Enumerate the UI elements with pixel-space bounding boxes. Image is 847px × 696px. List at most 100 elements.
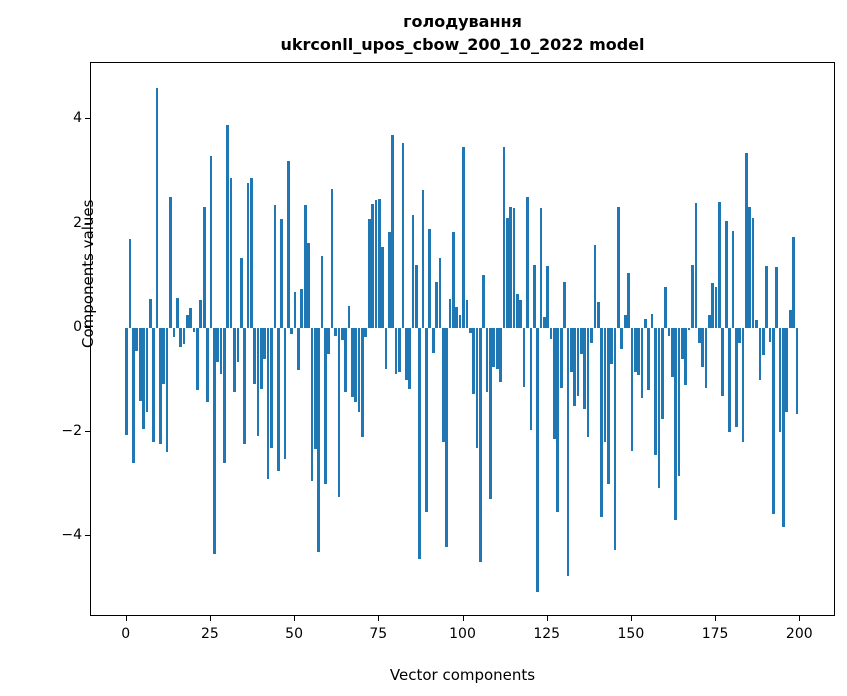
bar xyxy=(381,246,384,328)
y-tick-label: −2 xyxy=(61,423,82,439)
bar xyxy=(209,155,213,328)
bar xyxy=(637,327,640,375)
bar xyxy=(647,327,651,391)
bar xyxy=(327,327,331,354)
bar xyxy=(610,327,614,365)
bar xyxy=(199,300,203,328)
bar xyxy=(455,306,459,328)
bar xyxy=(748,206,752,328)
bar xyxy=(489,327,492,500)
x-tick-mark xyxy=(462,616,464,621)
bar xyxy=(522,327,526,388)
bar xyxy=(505,218,509,328)
bar xyxy=(196,327,199,391)
bar xyxy=(539,208,543,328)
bar xyxy=(502,146,506,328)
bar xyxy=(428,228,432,328)
bar xyxy=(438,258,442,328)
bar xyxy=(667,327,671,336)
bar xyxy=(431,327,435,353)
bar xyxy=(697,327,701,344)
bar xyxy=(340,327,344,341)
bar xyxy=(468,327,472,333)
x-tick-label: 125 xyxy=(533,626,561,642)
y-tick-mark xyxy=(85,535,90,537)
bar xyxy=(324,327,327,485)
x-tick-label: 175 xyxy=(701,626,729,642)
bar xyxy=(603,327,607,443)
bar xyxy=(283,327,287,460)
bar xyxy=(367,219,371,328)
bar xyxy=(674,327,678,521)
bar xyxy=(411,215,415,328)
y-tick-mark xyxy=(85,431,90,432)
bar xyxy=(670,327,674,378)
bar xyxy=(287,160,290,328)
bar xyxy=(206,327,209,403)
bar xyxy=(788,309,792,328)
bar xyxy=(745,153,748,328)
bar xyxy=(377,198,381,328)
bar xyxy=(495,327,499,369)
bar xyxy=(182,327,186,344)
bar xyxy=(620,327,624,349)
bar xyxy=(202,206,206,328)
bar xyxy=(596,302,600,328)
bar xyxy=(155,88,159,328)
bar xyxy=(401,143,405,328)
bar xyxy=(229,177,233,328)
bar xyxy=(260,327,263,389)
bar xyxy=(660,327,664,419)
bar xyxy=(233,327,236,393)
bar xyxy=(142,327,145,430)
bar xyxy=(276,327,280,471)
bar xyxy=(132,327,135,464)
bar xyxy=(435,281,438,328)
bar xyxy=(145,327,149,413)
bar xyxy=(566,327,570,576)
x-tick-label: 200 xyxy=(785,626,813,642)
bar xyxy=(724,220,728,328)
bar xyxy=(701,327,704,367)
x-tick-mark xyxy=(125,616,127,621)
x-tick-label: 150 xyxy=(617,626,645,642)
bar xyxy=(270,327,273,448)
bar xyxy=(734,327,738,427)
y-axis-label: Components values xyxy=(79,199,98,348)
bar xyxy=(526,196,529,328)
bar xyxy=(516,293,519,328)
bar xyxy=(711,283,715,328)
bar xyxy=(512,207,516,328)
bar xyxy=(542,316,546,328)
x-tick-label: 50 xyxy=(285,626,304,642)
bar xyxy=(354,327,358,403)
bar xyxy=(728,327,731,432)
bar xyxy=(347,306,351,328)
bar xyxy=(280,219,283,328)
bar xyxy=(216,327,219,362)
bar xyxy=(374,200,378,328)
bar xyxy=(606,327,610,485)
bar xyxy=(212,327,216,555)
bar xyxy=(650,314,654,328)
bar xyxy=(478,327,482,563)
bar xyxy=(462,146,465,328)
bar xyxy=(452,231,455,328)
bar xyxy=(152,327,155,443)
bar xyxy=(425,327,428,513)
bar xyxy=(546,266,550,328)
bar xyxy=(273,205,277,328)
bar xyxy=(751,217,755,328)
bar xyxy=(421,190,425,328)
bar xyxy=(657,327,661,489)
bar xyxy=(475,327,479,448)
bar xyxy=(778,327,782,432)
bar xyxy=(519,300,523,328)
bar xyxy=(404,327,408,381)
y-tick-label: 0 xyxy=(73,318,82,335)
bar xyxy=(394,327,398,374)
bar xyxy=(256,327,260,436)
bar xyxy=(684,327,688,386)
y-tick-label: 2 xyxy=(73,214,82,231)
bar xyxy=(364,327,368,338)
